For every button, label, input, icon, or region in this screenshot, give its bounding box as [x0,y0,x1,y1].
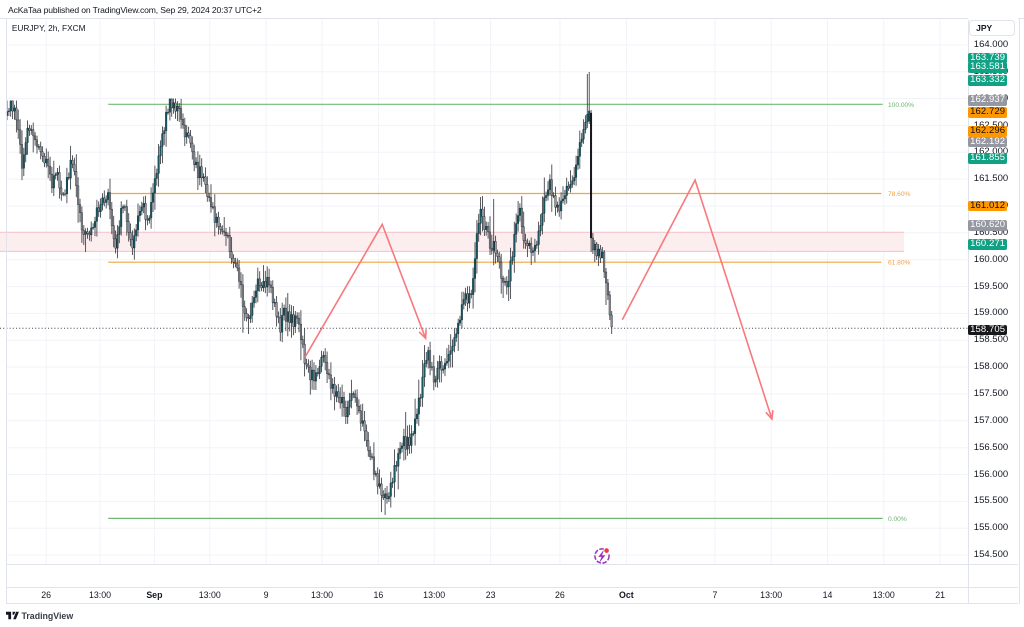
svg-text:100.00%: 100.00% [888,102,914,109]
svg-text:78.60%: 78.60% [888,191,911,198]
svg-text:61.80%: 61.80% [888,260,911,267]
svg-text:0.00%: 0.00% [888,516,907,523]
